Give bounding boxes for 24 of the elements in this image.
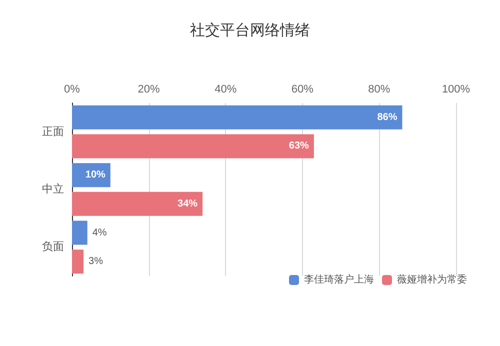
bar (72, 163, 110, 188)
y-tick-label: 正面 (42, 126, 64, 138)
bar (72, 134, 314, 158)
legend-label: 薇娅增补为常委 (397, 274, 467, 286)
data-label: 86% (377, 112, 398, 123)
data-label: 4% (92, 227, 107, 238)
data-label: 63% (288, 140, 310, 152)
x-tick-label: 40% (214, 84, 237, 96)
y-tick-label: 中立 (42, 182, 64, 196)
data-label: 3% (88, 256, 104, 268)
bar (72, 192, 203, 216)
x-tick-label: 20% (138, 84, 160, 96)
x-tick-label: 60% (291, 84, 314, 96)
data-label: 10% (85, 170, 106, 181)
x-tick-label: 0% (64, 84, 80, 96)
y-tick-label: 负面 (42, 241, 64, 254)
bar (72, 220, 88, 245)
x-tick-label: 80% (368, 84, 390, 96)
data-label: 34% (178, 198, 198, 210)
chart-title: 社交平台网络情绪 (190, 22, 310, 39)
bar (72, 250, 84, 274)
bar (72, 105, 402, 130)
legend-label: 李佳琦落户上海 (304, 274, 374, 286)
x-tick-label: 100% (442, 84, 470, 96)
